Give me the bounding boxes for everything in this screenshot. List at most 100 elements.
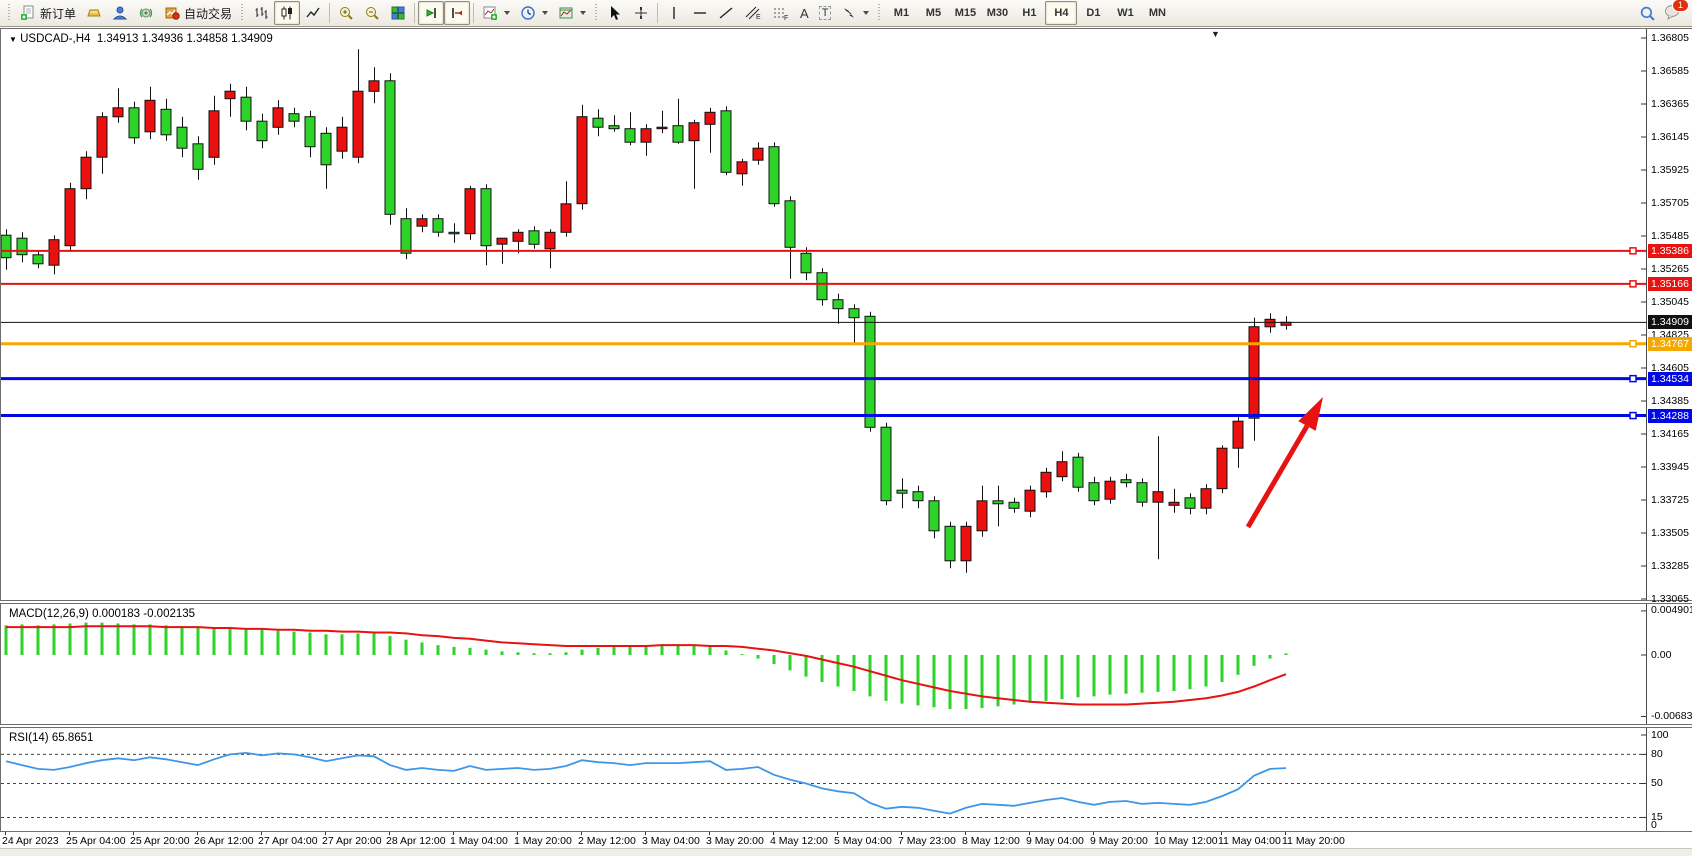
toolbar-grip[interactable] [877,4,883,22]
price-axis[interactable]: 1.36805 1.36585 1.36365 1.36145 1.35925 1.357… [1646,29,1692,605]
signals-button[interactable] [107,1,133,25]
chart-shift-icon [452,8,463,18]
equidistant-channel-button[interactable]: E [739,1,767,25]
rsi-label: RSI(14) 65.8651 [9,732,94,744]
chart-shift-marker[interactable]: ▼ [1211,29,1220,39]
line-handle [1629,411,1637,420]
periods-button[interactable] [515,1,553,25]
zoom-in-button[interactable] [333,1,359,25]
date-label: 9 May 04:00 [1026,835,1084,847]
bar-chart-icon [255,7,268,19]
text-label-button[interactable]: T [814,1,837,25]
candle-bearish [304,116,316,148]
candle-bullish [1168,501,1180,506]
candle-bullish [64,188,76,247]
candle-bullish [544,231,556,250]
crosshair-icon [635,7,648,19]
search-icon[interactable] [1639,5,1656,22]
horizontal-line-icon [694,12,707,14]
rsi-line [5,751,1287,815]
vertical-line-button[interactable] [661,1,687,25]
timeframe-mn[interactable]: MN [1148,7,1166,19]
candlestick-chart-button[interactable] [274,1,301,25]
template-icon [559,7,573,19]
rsi-axis[interactable]: 100 80 50 15 0 [1646,728,1692,831]
date-label: 27 Apr 04:00 [258,835,318,847]
timeframe-m5[interactable]: M5 [925,7,942,19]
auto-scroll-button[interactable] [418,1,445,25]
indicators-button[interactable] [477,1,515,25]
candle-bullish [512,231,524,242]
timeframe-h1[interactable]: H1 [1022,7,1037,19]
candle-bearish [592,117,604,128]
fibonacci-button[interactable]: F [767,1,795,25]
chart-shift-button[interactable] [444,1,471,25]
notification-badge: 1 [1672,0,1689,12]
date-tick [1221,832,1222,835]
candle-bullish [576,116,588,205]
candle-bullish [1024,489,1036,512]
candle-bearish [400,218,412,254]
candle-bullish [352,90,364,158]
candle-bullish [96,116,108,158]
indicators-dropdown-caret[interactable] [504,11,511,15]
new-order-icon [21,5,34,20]
candle-bearish [1120,479,1132,484]
date-label: 2 May 12:00 [578,835,636,847]
candle-bullish [1216,447,1228,490]
date-label: 26 Apr 12:00 [194,835,254,847]
candle-bearish [480,188,492,247]
news-button[interactable] [133,1,159,25]
timeframe-w1[interactable]: W1 [1117,7,1134,19]
zoom-in-icon [340,7,353,20]
candle-bullish [1040,471,1052,493]
candle-bearish [784,200,796,248]
timeframe-m30[interactable]: M30 [986,7,1009,19]
candle-bullish [1264,318,1276,328]
market-button[interactable] [81,1,107,25]
radio-globe-icon [139,8,153,18]
rsi-panel[interactable]: RSI(14) 65.8651 100 80 50 15 0 [0,727,1692,832]
annotation-arrow-head[interactable] [1298,397,1323,431]
collapse-triangle-icon[interactable]: ▼ [9,35,17,44]
candle-bearish [1008,501,1020,509]
arrows-button[interactable] [836,1,874,25]
timeframe-m15[interactable]: M15 [954,7,977,19]
crosshair-button[interactable] [628,1,654,25]
toolbar-grip[interactable] [594,4,600,22]
toolbar-grip[interactable] [240,4,246,22]
text-button[interactable]: A [795,1,814,25]
new-order-button[interactable]: 新订单 [15,1,81,25]
candle-bullish [1248,326,1260,419]
toolbar-grip[interactable] [7,4,12,22]
timeframe-d1[interactable]: D1 [1086,7,1101,19]
timeframe-m1[interactable]: M1 [893,7,910,19]
notifications-button[interactable]: 1 [1664,0,1689,23]
trendline-button[interactable] [713,1,739,25]
arrows-dropdown-caret[interactable] [863,11,870,15]
date-axis[interactable]: 24 Apr 2023 25 Apr 04:00 25 Apr 20:00 26 Ap… [0,832,1692,848]
templates-button[interactable] [553,1,591,25]
tile-windows-button[interactable] [385,1,411,25]
bar-chart-button[interactable] [248,1,274,25]
date-label: 5 May 04:00 [834,835,892,847]
candle-bullish [496,237,508,245]
cursor-button[interactable] [602,1,628,25]
date-label: 9 May 20:00 [1090,835,1148,847]
candle-bullish [752,147,764,161]
date-label: 8 May 12:00 [962,835,1020,847]
price-chart-panel[interactable]: ▼ USDCAD-,H4 1.34913 1.34936 1.34858 1.3… [0,28,1692,605]
price-line-tag: 1.35166 [1648,276,1692,291]
zoom-out-button[interactable] [359,1,385,25]
date-tick [1157,832,1158,835]
timeframe-h4[interactable]: H4 [1045,1,1078,25]
candlestick-plot [1,37,1646,600]
periods-dropdown-caret[interactable] [542,11,549,15]
templates-dropdown-caret[interactable] [580,11,587,15]
horizontal-line-button[interactable] [687,1,713,25]
line-chart-button[interactable] [300,1,326,25]
macd-panel[interactable]: MACD(12,26,9) 0.000183 -0.002135 0.00490… [0,603,1692,725]
gold-ingot-icon [87,9,101,17]
auto-trading-button[interactable]: 自动交易 [159,1,237,25]
